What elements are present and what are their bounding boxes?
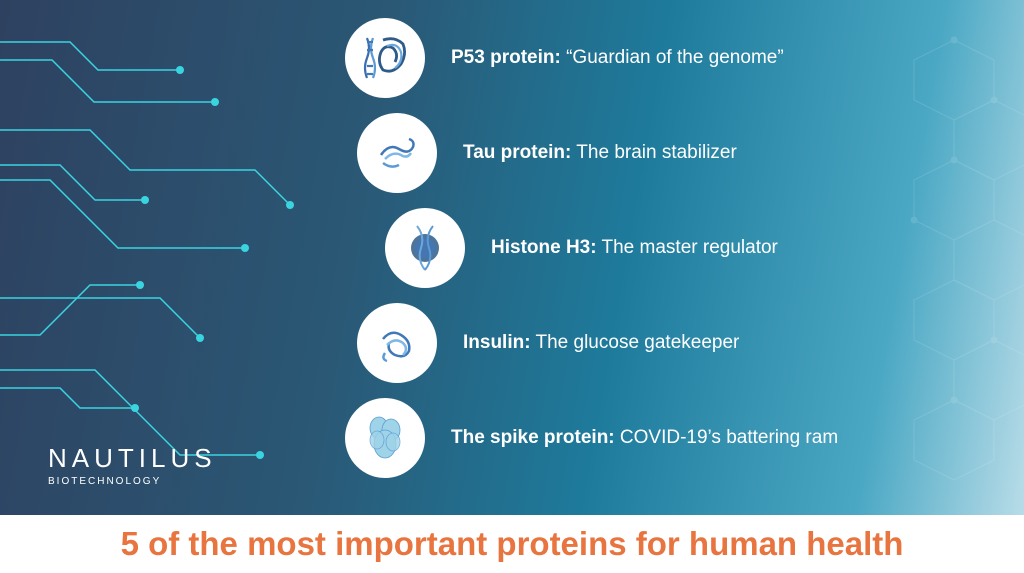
protein-row-insulin: Insulin: The glucose gatekeeper <box>357 303 838 383</box>
protein-row-histone: Histone H3: The master regulator <box>385 208 838 288</box>
protein-text: Insulin: The glucose gatekeeper <box>463 332 739 354</box>
protein-text: The spike protein: COVID-19’s battering … <box>451 427 838 449</box>
protein-text: Tau protein: The brain stabilizer <box>463 142 737 164</box>
protein-list: P53 protein: “Guardian of the genome” Ta… <box>345 18 838 478</box>
protein-text: P53 protein: “Guardian of the genome” <box>451 47 784 69</box>
protein-name: P53 protein: <box>451 47 561 68</box>
nautilus-logo: NAUTILUS BIOTECHNOLOGY <box>48 443 217 487</box>
protein-row-tau: Tau protein: The brain stabilizer <box>357 113 838 193</box>
logo-main-text: NAUTILUS <box>48 443 217 474</box>
histone-icon <box>385 208 465 288</box>
protein-desc: “Guardian of the genome” <box>561 47 784 68</box>
protein-desc: COVID-19’s battering ram <box>615 427 839 448</box>
footer-title: 5 of the most important proteins for hum… <box>121 525 904 563</box>
spike-icon <box>345 398 425 478</box>
protein-name: Insulin: <box>463 332 531 353</box>
logo-sub-text: BIOTECHNOLOGY <box>48 476 217 487</box>
footer-bar: 5 of the most important proteins for hum… <box>0 515 1024 573</box>
protein-desc: The brain stabilizer <box>571 142 736 163</box>
protein-name: The spike protein: <box>451 427 615 448</box>
protein-text: Histone H3: The master regulator <box>491 237 778 259</box>
insulin-icon <box>357 303 437 383</box>
protein-desc: The master regulator <box>597 237 778 258</box>
protein-row-spike: The spike protein: COVID-19’s battering … <box>345 398 838 478</box>
protein-row-p53: P53 protein: “Guardian of the genome” <box>345 18 838 98</box>
tau-icon <box>357 113 437 193</box>
p53-icon <box>345 18 425 98</box>
protein-name: Histone H3: <box>491 237 597 258</box>
protein-name: Tau protein: <box>463 142 571 163</box>
protein-desc: The glucose gatekeeper <box>531 332 740 353</box>
main-background: P53 protein: “Guardian of the genome” Ta… <box>0 0 1024 515</box>
